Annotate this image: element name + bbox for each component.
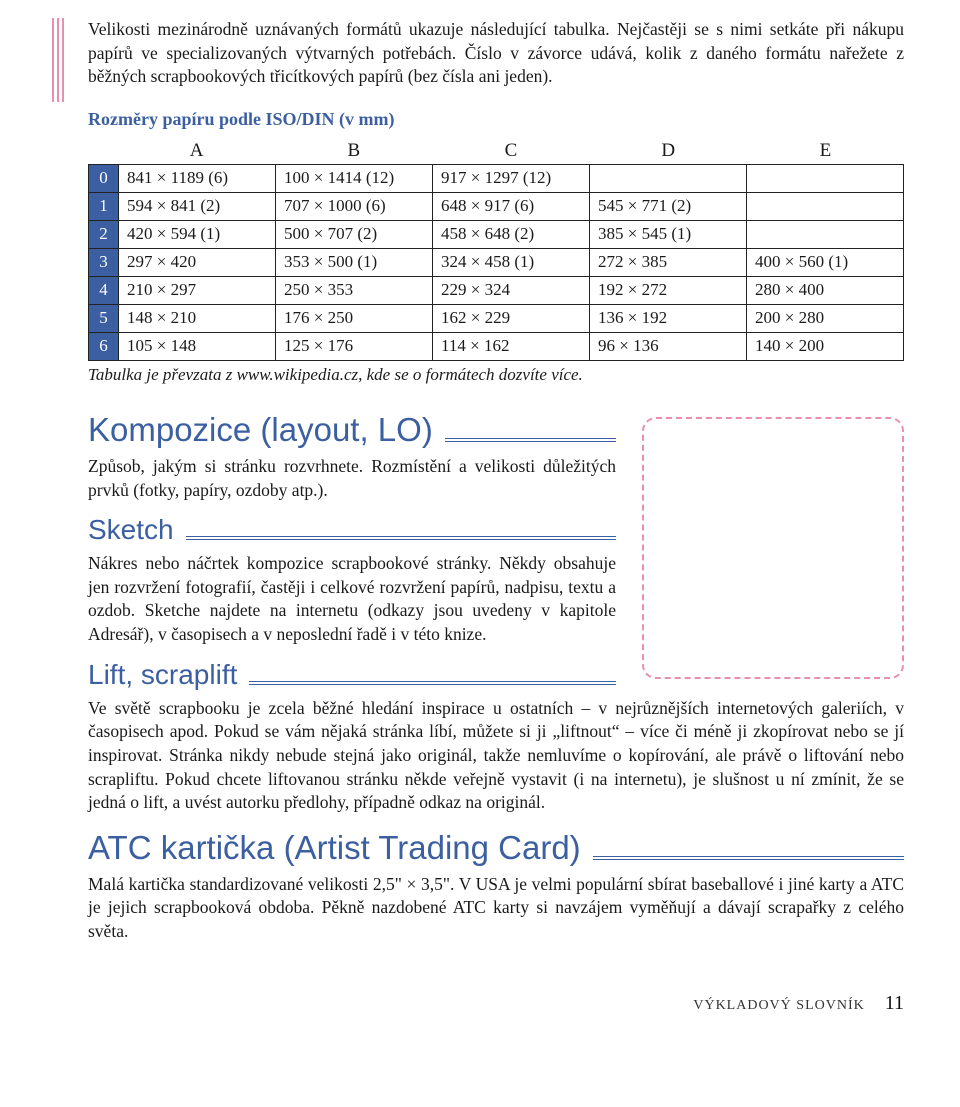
table-cell bbox=[747, 220, 904, 248]
page-footer: VÝKLADOVÝ SLOVNÍK 11 bbox=[88, 992, 904, 1015]
table-cell: 917 × 1297 (12) bbox=[433, 164, 590, 192]
row-index: 5 bbox=[89, 304, 119, 332]
table-cell: 458 × 648 (2) bbox=[433, 220, 590, 248]
dashed-placeholder-box bbox=[642, 417, 904, 679]
table-row: 0841 × 1189 (6)100 × 1414 (12)917 × 1297… bbox=[89, 164, 904, 192]
table-cell: 192 × 272 bbox=[590, 276, 747, 304]
row-index: 6 bbox=[89, 332, 119, 360]
table-cell: 594 × 841 (2) bbox=[119, 192, 276, 220]
table-cell: 500 × 707 (2) bbox=[276, 220, 433, 248]
table-cell: 400 × 560 (1) bbox=[747, 248, 904, 276]
col-header: C bbox=[432, 140, 589, 162]
row-index: 1 bbox=[89, 192, 119, 220]
table-cell: 250 × 353 bbox=[276, 276, 433, 304]
heading-kompozice: Kompozice (layout, LO) bbox=[88, 411, 616, 449]
table-cell: 280 × 400 bbox=[747, 276, 904, 304]
row-index: 4 bbox=[89, 276, 119, 304]
table-cell: 200 × 280 bbox=[747, 304, 904, 332]
heading-lift: Lift, scraplift bbox=[88, 659, 616, 691]
heading-atc: ATC kartička (Artist Trading Card) bbox=[88, 829, 904, 867]
heading-text: ATC kartička (Artist Trading Card) bbox=[88, 829, 581, 867]
table-row: 1594 × 841 (2)707 × 1000 (6)648 × 917 (6… bbox=[89, 192, 904, 220]
intro-paragraph: Velikosti mezinárodně uznávaných formátů… bbox=[88, 18, 904, 89]
table-cell: 648 × 917 (6) bbox=[433, 192, 590, 220]
footer-label: VÝKLADOVÝ SLOVNÍK bbox=[693, 998, 864, 1014]
table-cell: 114 × 162 bbox=[433, 332, 590, 360]
body-kompozice: Způsob, jakým si stránku rozvrhnete. Roz… bbox=[88, 455, 616, 502]
table-cell bbox=[747, 164, 904, 192]
table-cell: 420 × 594 (1) bbox=[119, 220, 276, 248]
heading-rule bbox=[249, 681, 616, 684]
table-row: 4210 × 297250 × 353229 × 324192 × 272280… bbox=[89, 276, 904, 304]
table-cell: 162 × 229 bbox=[433, 304, 590, 332]
table-cell: 210 × 297 bbox=[119, 276, 276, 304]
table-cell: 353 × 500 (1) bbox=[276, 248, 433, 276]
table-cell: 324 × 458 (1) bbox=[433, 248, 590, 276]
table-cell: 136 × 192 bbox=[590, 304, 747, 332]
table-cell bbox=[747, 192, 904, 220]
col-header: E bbox=[747, 140, 904, 162]
heading-rule bbox=[186, 536, 616, 539]
table-row: 5148 × 210176 × 250162 × 229136 × 192200… bbox=[89, 304, 904, 332]
table-cell: 176 × 250 bbox=[276, 304, 433, 332]
table-cell: 707 × 1000 (6) bbox=[276, 192, 433, 220]
row-index: 2 bbox=[89, 220, 119, 248]
table-cell: 105 × 148 bbox=[119, 332, 276, 360]
row-index: 0 bbox=[89, 164, 119, 192]
heading-text: Lift, scraplift bbox=[88, 659, 237, 691]
table-cell: 100 × 1414 (12) bbox=[276, 164, 433, 192]
footer-page-number: 11 bbox=[885, 992, 904, 1015]
table-cell: 125 × 176 bbox=[276, 332, 433, 360]
table-column-headers: A B C D E bbox=[88, 140, 904, 162]
table-cell: 148 × 210 bbox=[119, 304, 276, 332]
margin-stripes-decor bbox=[52, 18, 70, 102]
body-lift: Ve světě scrapbooku je zcela běžné hledá… bbox=[88, 697, 904, 815]
table-cell: 96 × 136 bbox=[590, 332, 747, 360]
table-cell: 841 × 1189 (6) bbox=[119, 164, 276, 192]
table-cell: 297 × 420 bbox=[119, 248, 276, 276]
row-index: 3 bbox=[89, 248, 119, 276]
heading-rule bbox=[445, 438, 616, 441]
table-cell: 140 × 200 bbox=[747, 332, 904, 360]
col-header: A bbox=[118, 140, 275, 162]
table-cell bbox=[590, 164, 747, 192]
heading-text: Sketch bbox=[88, 514, 174, 546]
col-header: D bbox=[590, 140, 747, 162]
table-cell: 385 × 545 (1) bbox=[590, 220, 747, 248]
body-sketch: Nákres nebo náčrtek kompozice scrapbooko… bbox=[88, 552, 616, 647]
table-row: 6105 × 148125 × 176114 × 16296 × 136140 … bbox=[89, 332, 904, 360]
table-footnote: Tabulka je převzata z www.wikipedia.cz, … bbox=[88, 365, 904, 385]
table-cell: 229 × 324 bbox=[433, 276, 590, 304]
table-cell: 272 × 385 bbox=[590, 248, 747, 276]
table-title: Rozměry papíru podle ISO/DIN (v mm) bbox=[88, 109, 904, 130]
heading-sketch: Sketch bbox=[88, 514, 616, 546]
paper-sizes-table: 0841 × 1189 (6)100 × 1414 (12)917 × 1297… bbox=[88, 164, 904, 361]
table-row: 2420 × 594 (1)500 × 707 (2)458 × 648 (2)… bbox=[89, 220, 904, 248]
heading-text: Kompozice (layout, LO) bbox=[88, 411, 433, 449]
body-atc: Malá kartička standardizované velikosti … bbox=[88, 873, 904, 944]
col-header: B bbox=[275, 140, 432, 162]
table-cell: 545 × 771 (2) bbox=[590, 192, 747, 220]
heading-rule bbox=[593, 856, 904, 859]
table-row: 3297 × 420353 × 500 (1)324 × 458 (1)272 … bbox=[89, 248, 904, 276]
